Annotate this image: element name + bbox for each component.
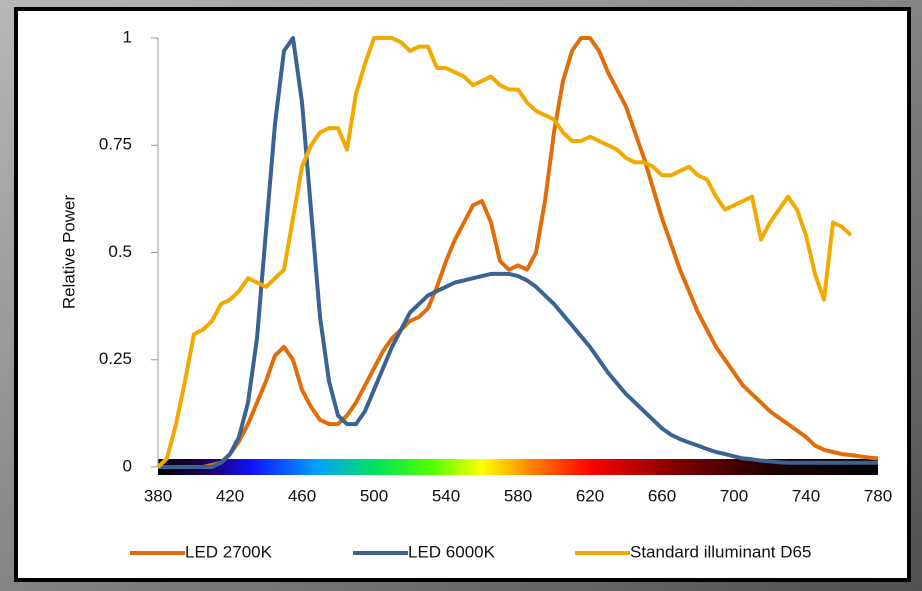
x-tick-label: 740 — [792, 486, 820, 505]
y-axis-title: Relative Power — [59, 194, 78, 309]
x-tick-label: 540 — [432, 486, 460, 505]
y-tick-label: 0.75 — [99, 135, 132, 154]
x-tick-label: 780 — [864, 486, 892, 505]
legend-label: LED 6000K — [408, 542, 496, 561]
x-tick-label: 500 — [360, 486, 388, 505]
legend-label: LED 2700K — [185, 542, 273, 561]
x-tick-label: 660 — [648, 486, 676, 505]
x-tick-label: 460 — [288, 486, 316, 505]
chart: Relative Power 0 0.25 0.5 0.75 1 380 420 460 500… — [0, 0, 922, 591]
y-tick-label: 0.5 — [108, 242, 132, 261]
y-tick-label: 1 — [123, 27, 132, 46]
y-tick-label: 0 — [123, 456, 132, 475]
legend-label: Standard illuminant D65 — [630, 542, 811, 561]
page: {"chart_data": {"type": "line", "y_label… — [0, 0, 922, 591]
y-tick-label: 0.25 — [99, 349, 132, 368]
x-tick-label: 580 — [504, 486, 532, 505]
x-tick-label: 380 — [144, 486, 172, 505]
x-tick-label: 620 — [576, 486, 604, 505]
x-tick-label: 420 — [216, 486, 244, 505]
x-tick-label: 700 — [720, 486, 748, 505]
